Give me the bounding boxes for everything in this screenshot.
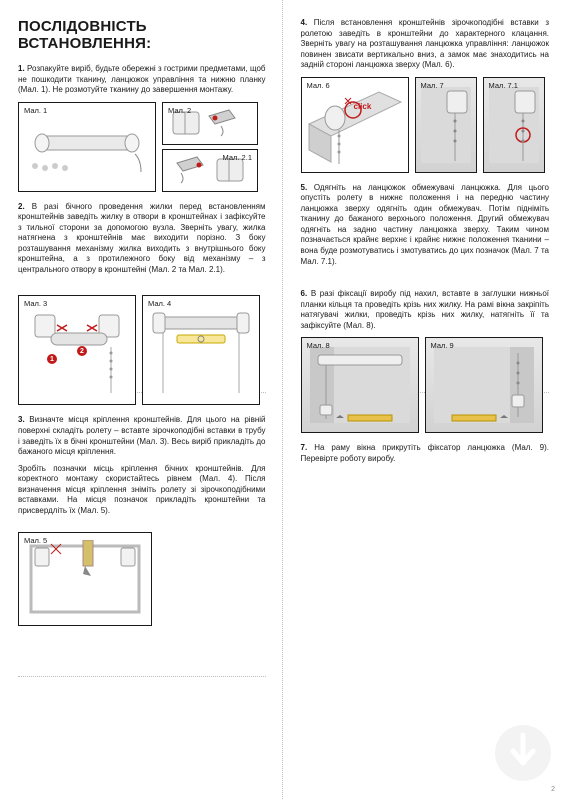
step3-text-b: Зробіть позначки місць кріплення бічних … <box>18 464 266 517</box>
fig6-illus <box>302 78 408 172</box>
fig71-illus <box>484 78 544 172</box>
fig71-label: Мал. 7.1 <box>489 81 518 90</box>
figure-6: Мал. 6 click <box>301 77 409 173</box>
fig-row-1-2: Мал. 1 Мал. 2 <box>18 102 266 192</box>
figure-2: Мал. 2 <box>162 102 258 145</box>
fig6-label: Мал. 6 <box>307 81 330 90</box>
step1-text: 1. Розпакуйте виріб, будьте обережні з г… <box>18 64 266 96</box>
fig-row-8-9: Мал. 8 Мал. 9 <box>301 337 550 433</box>
step2-text: 2. В разі бічного проведення жилки перед… <box>18 202 266 276</box>
fig2-label: Мал. 2 <box>168 106 191 115</box>
watermark-icon <box>491 721 555 785</box>
step4-text: 4. Після встановлення кронштейнів зірочк… <box>301 18 550 71</box>
step3-text-a: 3. Визначте місця кріплення кронштейнів.… <box>18 415 266 457</box>
step6-text: 6. В разі фіксації виробу під нахил, вст… <box>301 289 550 331</box>
figure-9: Мал. 9 <box>425 337 543 433</box>
fig4-label: Мал. 4 <box>148 299 171 308</box>
fig7-illus <box>416 78 476 172</box>
fig8-label: Мал. 8 <box>307 341 330 350</box>
fig9-label: Мал. 9 <box>431 341 454 350</box>
fig5-label: Мал. 5 <box>24 536 47 545</box>
fig4-illus <box>143 296 259 404</box>
figure-1: Мал. 1 <box>18 102 156 192</box>
right-column: 4. Після встановлення кронштейнів зірочк… <box>283 0 565 799</box>
click-label: click <box>354 102 372 111</box>
page-number: 2 <box>551 786 555 793</box>
fig7-label: Мал. 7 <box>421 81 444 90</box>
fig3-label: Мал. 3 <box>24 299 47 308</box>
figure-7-1: Мал. 7.1 <box>483 77 545 173</box>
figure-2-1: Мал. 2.1 <box>162 149 258 192</box>
fig8-illus <box>302 338 418 432</box>
title: Послідовність встановлення: <box>18 18 266 52</box>
left-column: Послідовність встановлення: 1. Розпакуйт… <box>0 0 283 799</box>
step5-text: 5. Одягніть на ланцюжок обмежувачі ланцю… <box>301 183 550 267</box>
figure-5: Мал. 5 <box>18 532 152 626</box>
fig1-label: Мал. 1 <box>24 106 47 115</box>
figure-4: Мал. 4 <box>142 295 260 405</box>
fig21-label: Мал. 2.1 <box>223 153 252 162</box>
fig-row-6-7: Мал. 6 click Мал. 7 <box>301 77 550 173</box>
left-bottom-divider <box>18 676 266 677</box>
fig9-illus <box>426 338 542 432</box>
step7-text: 7. На раму вікна прикрутіть фіксатор лан… <box>301 443 550 464</box>
figure-3: Мал. 3 1 2 <box>18 295 136 405</box>
fig1-illus <box>19 103 155 191</box>
figure-7: Мал. 7 <box>415 77 477 173</box>
fig-row-5: Мал. 5 <box>18 532 266 626</box>
fig-row-3-4: Мал. 3 1 2 Мал. 4 <box>18 295 266 405</box>
figure-8: Мал. 8 <box>301 337 419 433</box>
fig5-illus <box>19 533 151 625</box>
